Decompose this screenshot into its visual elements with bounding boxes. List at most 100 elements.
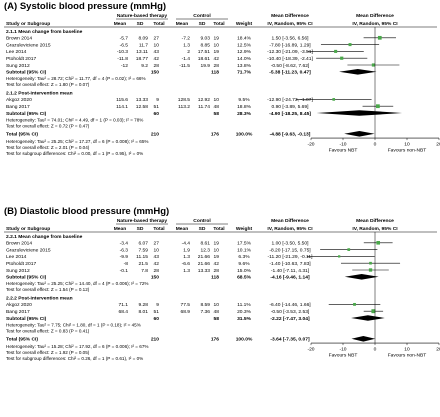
subgroup-heterogeneity: Heterogeneity: Tau² = 74.01; Chi² = 4.49… bbox=[6, 117, 143, 122]
subtotal-ci: -5.38 [-11.23, 0.47] bbox=[269, 70, 311, 76]
subtotal-weight: 28.3% bbox=[237, 111, 252, 117]
study-sd-control: 13.33 bbox=[198, 268, 211, 274]
total-diamond bbox=[344, 131, 375, 137]
study-sd-control: 9.03 bbox=[200, 36, 210, 42]
study-sd-nbt: 13.11 bbox=[136, 49, 148, 55]
study-n-nbt: 42 bbox=[154, 56, 160, 62]
study-sd-control: 19.9 bbox=[200, 63, 210, 69]
study-sd-control: 8.59 bbox=[200, 302, 210, 308]
study-ci: -12.90 [-24.73, -1.07] bbox=[267, 97, 313, 103]
study-sd-nbt: 8.09 bbox=[138, 36, 148, 42]
header-mean-difference: Mean Difference bbox=[271, 218, 309, 224]
study-mean-nbt: 71.1 bbox=[118, 302, 128, 308]
study-n-control: 19 bbox=[214, 241, 220, 247]
study-name: Sung 2012 bbox=[6, 268, 30, 274]
total-ci: -3.64 [-7.35, 0.07] bbox=[270, 337, 310, 343]
header-group-nbt: Nature-based therapy bbox=[117, 13, 168, 19]
study-mean-nbt: -9.9 bbox=[120, 254, 129, 260]
header-mean-difference: Mean Difference bbox=[271, 13, 309, 19]
study-name: Bang 2017 bbox=[6, 309, 30, 315]
study-weight: 6.3% bbox=[238, 254, 250, 260]
study-n-control: 48 bbox=[214, 309, 220, 315]
study-ci: 1.00 [-3.50, 5.50] bbox=[272, 241, 310, 247]
study-n-control: 19 bbox=[214, 36, 220, 42]
study-point-marker bbox=[369, 261, 372, 265]
subgroup-overall-effect: Test for overall effect: Z = 0.83 (P = 0… bbox=[6, 328, 90, 333]
subtotal-n-control: 118 bbox=[211, 70, 219, 76]
subgroup-overall-effect: Test for overall effect: Z = 1.54 (P = 0… bbox=[6, 287, 90, 292]
study-n-control: 19 bbox=[214, 49, 220, 55]
study-n-control: 28 bbox=[214, 63, 220, 69]
study-sd-nbt: 7.8 bbox=[141, 268, 148, 274]
axis-label-favours-non-nbt: Favours non-NBT bbox=[388, 148, 427, 154]
header-group-control: Control bbox=[193, 13, 211, 19]
subgroup-heterogeneity: Heterogeneity: Tau² = 25.25; Chi² = 14.4… bbox=[6, 281, 148, 286]
study-sd-nbt: 9.28 bbox=[138, 302, 148, 308]
study-name: Akgoz 2020 bbox=[6, 302, 32, 308]
header-mean-nbt: Mean bbox=[114, 21, 127, 27]
total-weight: 100.0% bbox=[236, 337, 253, 343]
subtotal-n-control: 58 bbox=[214, 316, 220, 322]
subtotal-n-control: 58 bbox=[214, 111, 220, 117]
total-weight: 100.0% bbox=[236, 132, 253, 138]
study-mean-nbt: 68.4 bbox=[118, 309, 128, 315]
subtotal-diamond bbox=[344, 274, 379, 280]
subgroup-title: 2.1.2 Post-intervention mean bbox=[6, 90, 73, 96]
study-weight: 12.5% bbox=[237, 42, 252, 48]
study-point-marker bbox=[368, 268, 373, 272]
study-n-nbt: 43 bbox=[154, 49, 160, 55]
study-weight: 18.8% bbox=[237, 104, 252, 110]
study-mean-control: 2 bbox=[187, 49, 190, 55]
study-sd-control: 8.61 bbox=[200, 241, 210, 247]
header-plot-mean-difference: Mean Difference bbox=[356, 218, 394, 224]
subgroup-title: 2.2.1 Mean change from baseline bbox=[6, 234, 83, 240]
subtotal-label: Subtotal (95% CI) bbox=[6, 316, 47, 322]
study-n-control: 48 bbox=[214, 104, 220, 110]
study-point-marker bbox=[340, 56, 344, 60]
study-sd-control: 21.66 bbox=[198, 254, 211, 260]
header-group-control: Control bbox=[193, 218, 211, 224]
study-mean-nbt: -12 bbox=[121, 63, 128, 69]
subtotal-n-nbt: 60 bbox=[154, 316, 160, 322]
x-axis-tick-label: -10 bbox=[339, 347, 346, 353]
study-sd-nbt: 9.2 bbox=[141, 63, 148, 69]
study-n-nbt: 42 bbox=[154, 261, 160, 267]
study-point-marker bbox=[348, 43, 352, 47]
header-total-nbt: Total bbox=[153, 226, 165, 232]
study-mean-control: -1.4 bbox=[182, 56, 191, 62]
subtotal-weight: 68.5% bbox=[237, 275, 252, 281]
header-mean-nbt: Mean bbox=[114, 226, 127, 232]
subtotal-label: Subtotal (95% CI) bbox=[6, 70, 47, 76]
study-mean-control: 1.9 bbox=[183, 247, 190, 253]
study-weight: 12.9% bbox=[237, 49, 252, 55]
study-n-control: 19 bbox=[214, 254, 220, 260]
study-mean-nbt: 115.6 bbox=[116, 97, 128, 103]
study-name: Lee 2014 bbox=[6, 49, 27, 55]
subgroup-title: 2.1.1 Mean change from baseline bbox=[6, 29, 83, 35]
study-sd-nbt: 8.01 bbox=[138, 309, 148, 315]
x-axis-tick-label: 0 bbox=[374, 142, 377, 148]
study-name: Akgoz 2020 bbox=[6, 97, 32, 103]
subgroup-heterogeneity: Heterogeneity: Tau² = 28.72; Chi² = 11.7… bbox=[6, 76, 146, 81]
subtotal-diamond bbox=[351, 315, 385, 321]
panel-heading: (B) Diastolic blood pressure (mmHg) bbox=[4, 206, 169, 217]
study-ci: -6.40 [-14.46, 1.66] bbox=[269, 302, 311, 308]
study-weight: 18.4% bbox=[237, 36, 252, 42]
study-n-nbt: 9 bbox=[156, 97, 159, 103]
subgroup-heterogeneity: Heterogeneity: Tau² = 7.75; Chi² = 1.80,… bbox=[6, 322, 141, 327]
total-label: Total (95% CI) bbox=[6, 132, 38, 138]
subtotal-weight: 31.5% bbox=[237, 316, 252, 322]
study-sd-control: 12.3 bbox=[200, 247, 210, 253]
study-name: Grazuleviciene 2015 bbox=[6, 247, 51, 253]
subtotal-n-nbt: 60 bbox=[154, 111, 160, 117]
header-weight: Weight bbox=[236, 226, 253, 232]
total-n-control: 176 bbox=[211, 132, 219, 138]
study-sd-control: 17.51 bbox=[198, 49, 211, 55]
study-weight: 14.0% bbox=[237, 56, 252, 62]
study-n-nbt: 10 bbox=[154, 247, 160, 253]
study-n-nbt: 51 bbox=[154, 104, 160, 110]
study-n-nbt: 27 bbox=[154, 36, 160, 42]
footer-statistic: Test for subgroup differences: Chi² = 0.… bbox=[6, 151, 143, 156]
